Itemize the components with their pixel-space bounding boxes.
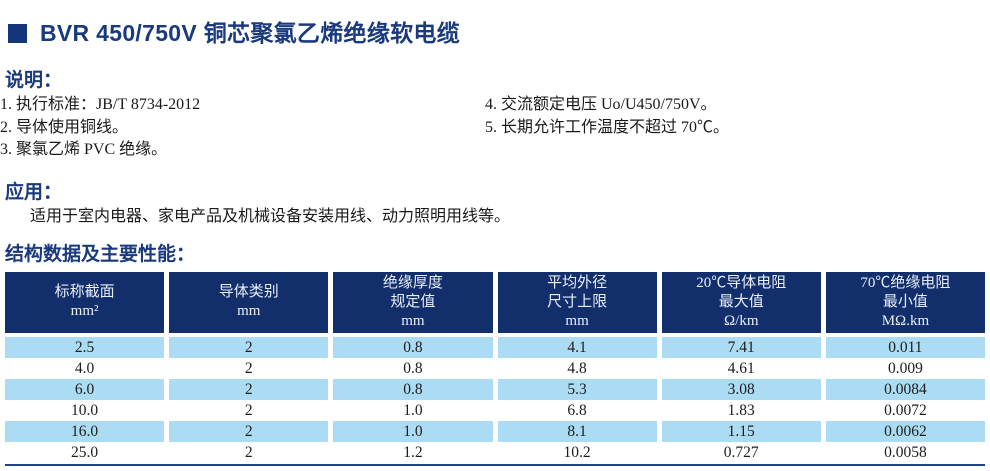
spec-table-cell: 0.0072 [884, 401, 927, 419]
description-list-item: 3. 聚氯乙烯 PVC 绝缘。 [0, 141, 168, 158]
spec-table-row: 2.5 2 0.8 4.1 7.41 0.011 [5, 336, 985, 358]
spec-column-header: 导体类别 mm [169, 271, 329, 333]
spec-column-header-line: 规定值 [390, 293, 436, 310]
spec-table: 标称截面 mm² 导体类别 mm 绝缘厚度 规定值 mm 平均外径 尺寸上限 mm 20℃导体电阻最… [5, 271, 985, 463]
spec-table-cell: 2 [244, 401, 253, 419]
spec-table-cell: 7.41 [661, 336, 821, 358]
spec-table-row: 25.0 2 1.2 10.2 0.727 0.0058 [5, 442, 985, 463]
spec-table-cell: 25.0 [71, 443, 99, 461]
spec-column-header-line: 导体类别 [218, 284, 279, 300]
spec-column-header-line: 标称截面 [54, 284, 115, 300]
spec-table-cell: 0.0084 [825, 378, 985, 400]
description-heading: 说明： [5, 70, 63, 91]
spec-column-header-line: mm [401, 312, 425, 329]
spec-table-cell: 0.0058 [884, 443, 927, 461]
spec-table-body: 2.5 2 0.8 4.1 7.41 0.011 4.0 2 0.8 4.8 4.61 0.009 6.… [5, 336, 985, 463]
spec-table-cell: 4.0 [74, 359, 95, 377]
page-title-row: BVR 450/750V 铜芯聚氯乙烯绝缘软电缆 [0, 0, 990, 46]
spec-column-header: 绝缘厚度规定值 mm [333, 271, 493, 333]
application-heading: 应用： [5, 181, 63, 203]
spec-column-header: 20℃导体电阻 最大值 Ω/km [661, 271, 821, 333]
spec-column-header-line: 尺寸上限 [547, 293, 608, 310]
spec-table-cell: 1.2 [403, 443, 423, 461]
spec-table-cell: 1.0 [403, 401, 423, 419]
spec-column-header-line: 平均外径 [547, 274, 608, 291]
spec-table-cell: 0.8 [333, 378, 493, 400]
spec-table-cell: 4.8 [567, 359, 587, 377]
spec-table-cell: 0.8 [333, 336, 493, 358]
spec-table-row: 10.0 2 1.0 6.8 1.83 0.0072 [5, 400, 985, 421]
description-list-item: 1. 执行标准：JB/T 8734-2012 [0, 96, 201, 113]
spec-table-cell: 1.15 [661, 420, 821, 442]
spec-column-header: 平均外径尺寸上限 mm [497, 271, 657, 333]
spec-column-header-line: mm [237, 303, 261, 319]
spec-table-cell: 8.1 [497, 420, 657, 442]
spec-column-header-line: 最小值 [882, 293, 928, 310]
spec-table-cell: 3.08 [661, 378, 821, 400]
spec-table-cell: 6.0 [5, 378, 165, 400]
spec-table-cell: 10.0 [71, 401, 99, 419]
description-list-right: 4. 交流额定电压 Uo/U450/750V。 5. 长期允许工作温度不超过 70… [485, 94, 990, 162]
spec-table-cell: 1.0 [333, 420, 493, 442]
description-list-item: 5. 长期允许工作温度不超过 70℃。 [485, 118, 730, 136]
spec-column-header-line: 70℃绝缘电阻 [860, 274, 951, 291]
spec-column-header-line: 20℃导体电阻 [696, 274, 787, 291]
title-bullet-square-icon [8, 23, 27, 43]
spec-table-cell: 2 [244, 359, 253, 377]
spec-column-header-line: mm [565, 312, 589, 329]
spec-column-header: 标称截面 mm² [5, 271, 165, 333]
spec-table-row: 16.0 2 1.0 8.1 1.15 0.0062 [5, 420, 985, 442]
spec-table-cell: 6.8 [567, 401, 587, 419]
spec-table-row: 4.0 2 0.8 4.8 4.61 0.009 [5, 358, 985, 379]
description-list-item: 2. 导体使用铜线。 [0, 118, 129, 136]
description-list-item: 4. 交流额定电压 Uo/U450/750V。 [485, 96, 717, 113]
spec-table-row: 6.0 2 0.8 5.3 3.08 0.0084 [5, 378, 985, 400]
table-bottom-rule [5, 463, 985, 466]
spec-table-header-row: 标称截面 mm² 导体类别 mm 绝缘厚度 规定值 mm 平均外径 尺寸上限 mm 20℃导体电阻最… [5, 271, 985, 333]
spec-table-cell: 2 [244, 443, 253, 461]
application-text: 适用于室内电器、家电产品及机械设备安装用线、动力照明用线等。 [30, 207, 511, 225]
spec-table-cell: 5.3 [497, 378, 657, 400]
spec-table-cell: 0.009 [887, 359, 923, 377]
spec-table-cell: 1.83 [727, 401, 755, 419]
page-title: BVR 450/750V 铜芯聚氯乙烯绝缘软电缆 [40, 20, 461, 46]
spec-column-header: 70℃绝缘电阻 最小值 MΩ.km [825, 271, 985, 333]
spec-column-header-line: mm² [70, 303, 99, 319]
spec-table-heading: 结构数据及主要性能： [5, 243, 196, 265]
spec-table-cell: 2 [169, 378, 329, 400]
description-list-left: 1. 执行标准：JB/T 8734-2012 2. 导体使用铜线。 3. 聚氯乙烯 … [0, 94, 485, 162]
description-section: 1. 执行标准：JB/T 8734-2012 2. 导体使用铜线。 3. 聚氯乙烯 … [0, 94, 990, 162]
spec-column-header-line: 最大值 [718, 293, 764, 310]
spec-table-cell: 4.61 [727, 359, 755, 377]
spec-table-cell: 2 [169, 420, 329, 442]
spec-table-cell: 0.011 [825, 336, 985, 358]
spec-table-cell: 2 [169, 336, 329, 358]
spec-table-cell: 0.0062 [825, 420, 985, 442]
spec-table-cell: 0.727 [723, 443, 759, 461]
spec-column-header-line: Ω/km [724, 312, 759, 329]
spec-table-cell: 4.1 [497, 336, 657, 358]
spec-table-cell: 0.8 [403, 359, 423, 377]
spec-table-cell: 16.0 [5, 420, 165, 442]
spec-table-cell: 10.2 [563, 443, 591, 461]
spec-column-header-line: MΩ.km [881, 312, 930, 329]
spec-table-cell: 2.5 [5, 336, 165, 358]
spec-column-header-line: 绝缘厚度 [382, 274, 443, 291]
